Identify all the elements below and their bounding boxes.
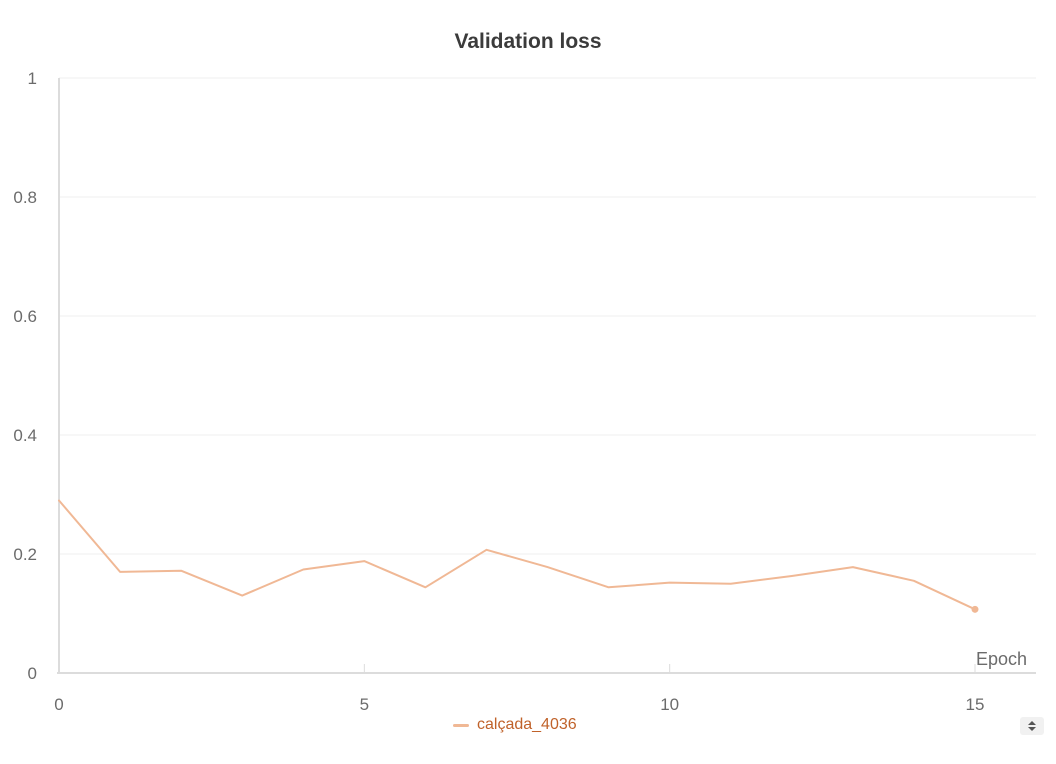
y-tick-label: 0.6: [13, 307, 37, 326]
y-tick-label: 0.2: [13, 545, 37, 564]
y-tick-labels: 0 0.2 0.4 0.6 0.8 1: [13, 69, 37, 683]
y-tick-label: 0.8: [13, 188, 37, 207]
axes: [57, 78, 1036, 674]
grid-lines: [59, 77, 1036, 555]
legend-swatch: [453, 723, 469, 727]
y-tick-label: 0: [28, 664, 37, 683]
data-point[interactable]: [971, 605, 979, 613]
legend-label[interactable]: calçada_4036: [477, 716, 577, 733]
x-tick-label: 15: [966, 695, 985, 714]
series-line[interactable]: [58, 499, 976, 611]
x-tick-label: 10: [660, 695, 679, 714]
x-axis-title: Epoch: [976, 649, 1027, 669]
up-down-arrows-icon[interactable]: [1020, 717, 1044, 735]
series-lines: [58, 499, 979, 613]
legend[interactable]: calçada_4036: [453, 716, 577, 734]
y-tick-label: 0.4: [13, 426, 37, 445]
x-tick-label: 5: [360, 695, 369, 714]
up-down-arrows-icon-glyph: [1028, 721, 1036, 731]
y-tick-label: 1: [28, 69, 37, 88]
chart-title: Validation loss: [454, 30, 602, 53]
x-tick-label: 0: [54, 695, 63, 714]
x-tick-labels: 0 5 10 15: [54, 695, 984, 714]
